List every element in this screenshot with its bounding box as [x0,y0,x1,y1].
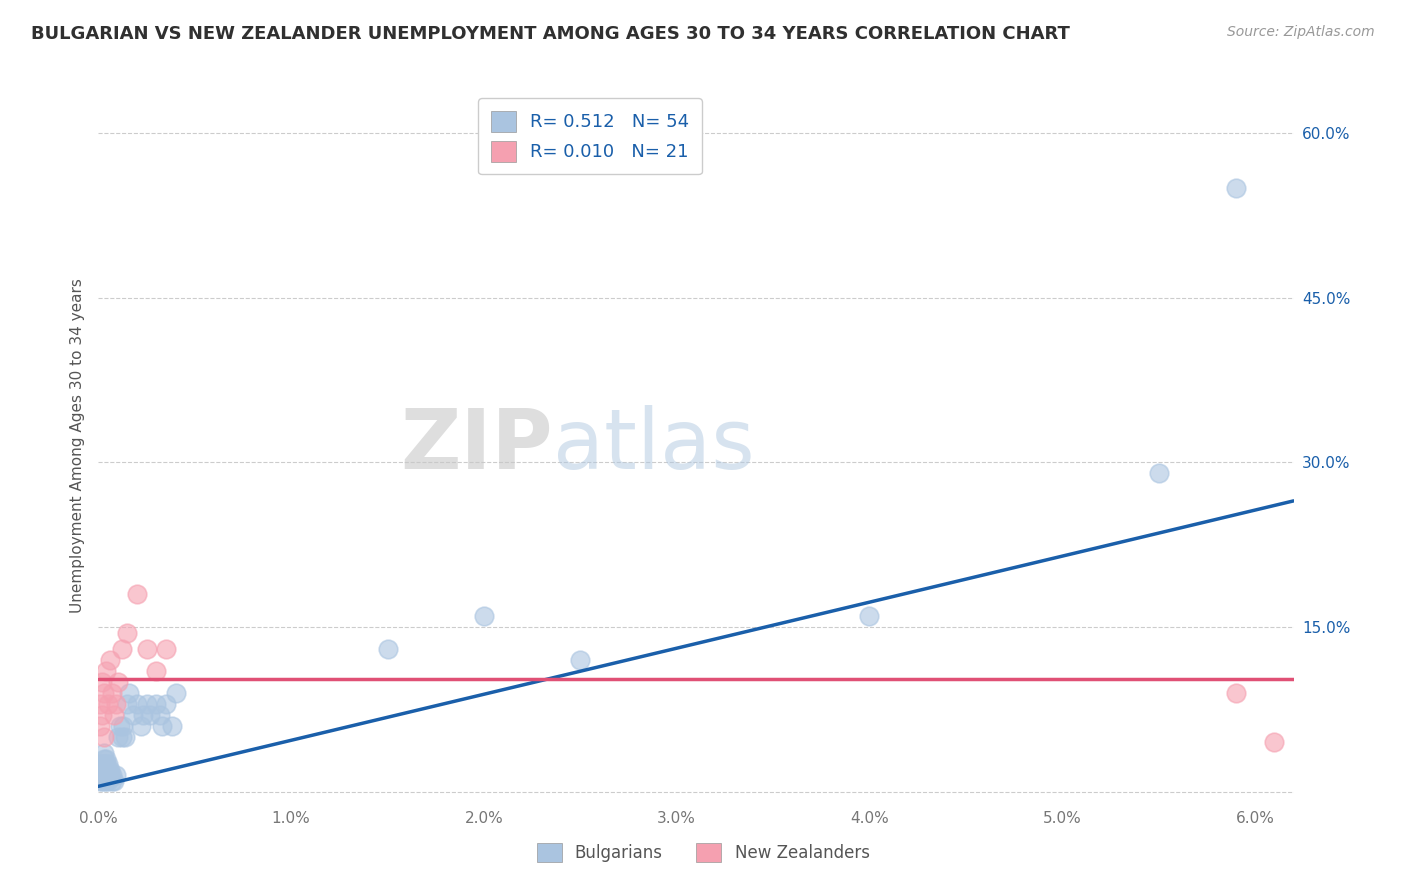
Point [145,664,167,678]
Point [89,773,111,788]
Point [98,768,121,782]
Point [1225,686,1247,700]
Point [145,697,167,711]
Point [89,757,111,772]
Point [91,757,114,772]
Point [112,719,135,733]
Point [91,708,114,723]
Point [97,768,120,782]
Point [117,625,139,640]
Point [135,697,157,711]
Point [160,719,183,733]
Point [114,730,136,744]
Point [97,773,120,788]
Point [89,719,111,733]
Point [101,686,124,700]
Point [93,757,115,772]
Point [132,708,155,723]
Point [93,752,115,766]
Point [110,730,132,744]
Point [107,675,129,690]
Point [93,768,115,782]
Point [87,763,110,777]
Point [569,653,592,667]
Point [103,773,125,788]
Point [125,697,148,711]
Text: Source: ZipAtlas.com: Source: ZipAtlas.com [1227,25,1375,39]
Point [93,763,115,777]
Point [1225,181,1247,195]
Point [122,708,145,723]
Point [98,653,121,667]
Point [94,773,117,788]
Point [97,763,120,777]
Point [94,757,117,772]
Point [94,763,117,777]
Point [858,609,880,624]
Point [93,730,115,744]
Point [1263,735,1285,749]
Point [91,675,114,690]
Point [89,697,111,711]
Text: atlas: atlas [553,406,754,486]
Point [94,768,117,782]
Point [117,697,139,711]
Point [91,763,114,777]
Point [91,768,114,782]
Y-axis label: Unemployment Among Ages 30 to 34 years: Unemployment Among Ages 30 to 34 years [69,278,84,614]
Point [472,609,495,624]
Point [165,686,187,700]
Point [98,763,121,777]
Point [118,686,141,700]
Point [139,708,162,723]
Point [93,686,115,700]
Point [377,642,399,657]
Point [101,773,124,788]
Point [93,773,115,788]
Point [91,773,114,788]
Point [155,697,177,711]
Text: BULGARIAN VS NEW ZEALANDER UNEMPLOYMENT AMONG AGES 30 TO 34 YEARS CORRELATION CH: BULGARIAN VS NEW ZEALANDER UNEMPLOYMENT … [31,25,1070,43]
Point [150,719,173,733]
Point [97,757,120,772]
Point [155,642,177,657]
Point [89,768,111,782]
Point [108,719,131,733]
Point [1147,467,1170,481]
Point [101,768,124,782]
Point [149,708,172,723]
Point [93,747,115,761]
Point [110,642,132,657]
Point [129,719,152,733]
Point [103,708,125,723]
Point [94,664,117,678]
Legend: Bulgarians, New Zealanders: Bulgarians, New Zealanders [529,834,877,871]
Point [97,697,120,711]
Legend: R= 0.512   N= 54, R= 0.010   N= 21: R= 0.512 N= 54, R= 0.010 N= 21 [478,98,702,174]
Point [94,752,117,766]
Point [107,730,129,744]
Point [125,587,148,601]
Point [104,697,127,711]
Text: ZIP: ZIP [401,406,553,486]
Point [104,768,127,782]
Point [135,642,157,657]
